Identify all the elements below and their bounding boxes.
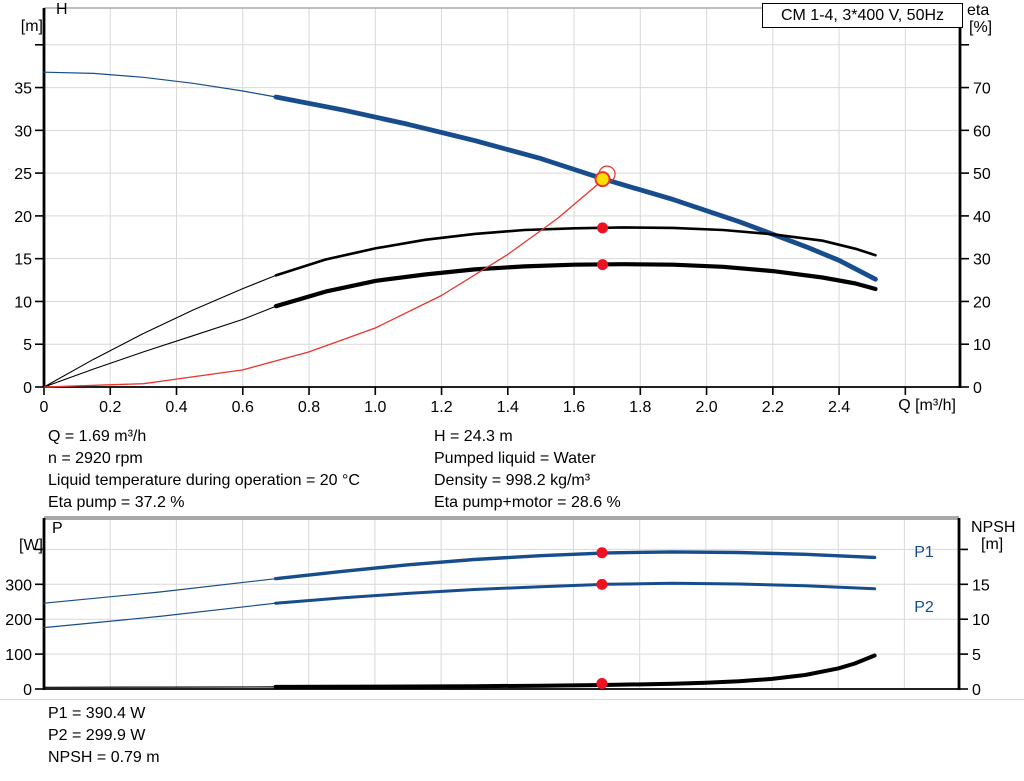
eta-pump-motor-extended xyxy=(43,305,277,388)
y-axis-title-npsh: NPSH xyxy=(971,519,1016,536)
x-tick-label: 2.2 xyxy=(762,399,784,416)
p1-extended xyxy=(43,578,277,604)
annotation-head: H = 24.3 m xyxy=(434,428,513,445)
y-axis-unit-head: [m] xyxy=(20,18,43,35)
qh-eta-chart: 0 0.2 0.4 0.6 0.8 1.0 1.2 1.4 1.6 1.8 2.0 2.2 2.4 0 5 1… xyxy=(14,7,991,416)
x-axis-title-flow: Q [m³/h] xyxy=(898,397,956,414)
eta-pump-dot xyxy=(597,222,609,234)
eta-pump-motor-curve xyxy=(273,262,878,309)
pump-title-box: CM 1-4, 3*400 V, 50Hz xyxy=(762,3,963,28)
system-curve xyxy=(43,178,605,388)
annotation-eta-pump: Eta pump = 37.2 % xyxy=(48,494,185,511)
y-right-tick-label: 0 xyxy=(972,682,981,699)
x-tick-label: 1.2 xyxy=(430,399,452,416)
y-left-tick-label: 0 xyxy=(23,682,32,699)
section-divider xyxy=(0,699,1024,700)
annotation-p1: P1 = 390.4 W xyxy=(48,705,146,722)
duty-annotations-right: H = 24.3 m Pumped liquid = Water Density… xyxy=(434,426,621,514)
x-tick-label: 0.6 xyxy=(232,399,254,416)
power-npsh-chart: 0 100 200 300 0 5 10 15 P1 P2 xyxy=(5,516,990,699)
x-tick-label: 0.4 xyxy=(165,399,187,416)
y-right-tick-label: 60 xyxy=(973,123,991,140)
y-right-tick-label: 10 xyxy=(972,612,990,629)
y-right-tick-label: 50 xyxy=(973,166,991,183)
y-right-tick-label: 0 xyxy=(973,380,982,397)
x-tick-label: 2.4 xyxy=(828,399,850,416)
annotation-pumped-liquid: Pumped liquid = Water xyxy=(434,450,596,467)
p2-extended xyxy=(43,602,277,629)
x-tick-label: 1.6 xyxy=(563,399,585,416)
y-left-tick-label: 35 xyxy=(14,81,32,98)
npsh-curve xyxy=(273,653,877,689)
annotation-density: Density = 998.2 kg/m³ xyxy=(434,472,591,489)
y-left-tick-label: 5 xyxy=(23,337,32,354)
x-tick-label: 0.8 xyxy=(298,399,320,416)
y-right-tick-label: 70 xyxy=(973,81,991,98)
annotation-p2: P2 = 299.9 W xyxy=(48,727,146,744)
x-tick-label: 1.8 xyxy=(629,399,651,416)
y-axis-title-eta: eta xyxy=(967,2,990,19)
y-left-tick-label: 25 xyxy=(14,166,32,183)
p2-series-label: P2 xyxy=(914,599,934,616)
power-annotations: P1 = 390.4 W P2 = 299.9 W NPSH = 0.79 m xyxy=(48,703,160,769)
eta-pump-curve xyxy=(274,226,877,277)
y-left-tick-label: 200 xyxy=(5,612,32,629)
y-left-tick-label: 20 xyxy=(14,209,32,226)
y-axis-unit-npsh: [m] xyxy=(981,536,1004,553)
y-left-tick-label: 300 xyxy=(5,577,32,594)
y-axis-unit-eta: [%] xyxy=(969,19,993,36)
y-right-tick-label: 10 xyxy=(973,337,991,354)
y-right-tick-label: 40 xyxy=(973,209,991,226)
x-tick-label: 1.0 xyxy=(364,399,386,416)
p1-series-label: P1 xyxy=(914,544,934,561)
eta-pump-extended xyxy=(43,274,277,388)
annotation-flow: Q = 1.69 m³/h xyxy=(48,428,147,445)
y-left-tick-label: 10 xyxy=(14,294,32,311)
p2-dot xyxy=(596,578,608,590)
y-axis-title-power: P xyxy=(52,520,63,537)
npsh-dot xyxy=(596,677,608,689)
y-axis-unit-power: [W] xyxy=(19,537,43,554)
x-tick-label: 0 xyxy=(40,399,49,416)
y-right-tick-label: 15 xyxy=(972,577,990,594)
y-left-tick-label: 15 xyxy=(14,252,32,269)
annotation-speed: n = 2920 rpm xyxy=(48,450,143,467)
y-right-tick-label: 30 xyxy=(973,252,991,269)
y-axis-title-head: H xyxy=(56,1,68,18)
p1-dot xyxy=(596,547,608,559)
y-left-tick-label: 30 xyxy=(14,123,32,140)
eta-pump-motor-dot xyxy=(597,259,609,271)
annotation-eta-pump-motor: Eta pump+motor = 28.6 % xyxy=(434,494,621,511)
annotation-npsh: NPSH = 0.79 m xyxy=(48,749,160,766)
y-right-tick-label: 5 xyxy=(972,647,981,664)
duty-annotations-left: Q = 1.69 m³/h n = 2920 rpm Liquid temper… xyxy=(48,426,360,514)
x-tick-label: 1.4 xyxy=(497,399,519,416)
qh-curve-extended xyxy=(43,71,277,98)
duty-point xyxy=(594,171,611,188)
y-left-tick-label: 100 xyxy=(5,647,32,664)
p2-curve xyxy=(274,581,877,605)
x-tick-label: 0.2 xyxy=(99,399,121,416)
qh-curve xyxy=(273,94,878,282)
x-tick-label: 2.0 xyxy=(695,399,717,416)
p1-curve xyxy=(273,550,877,581)
annotation-liquid-temperature: Liquid temperature during operation = 20… xyxy=(48,472,360,489)
y-right-tick-label: 20 xyxy=(973,294,991,311)
y-left-tick-label: 0 xyxy=(23,380,32,397)
